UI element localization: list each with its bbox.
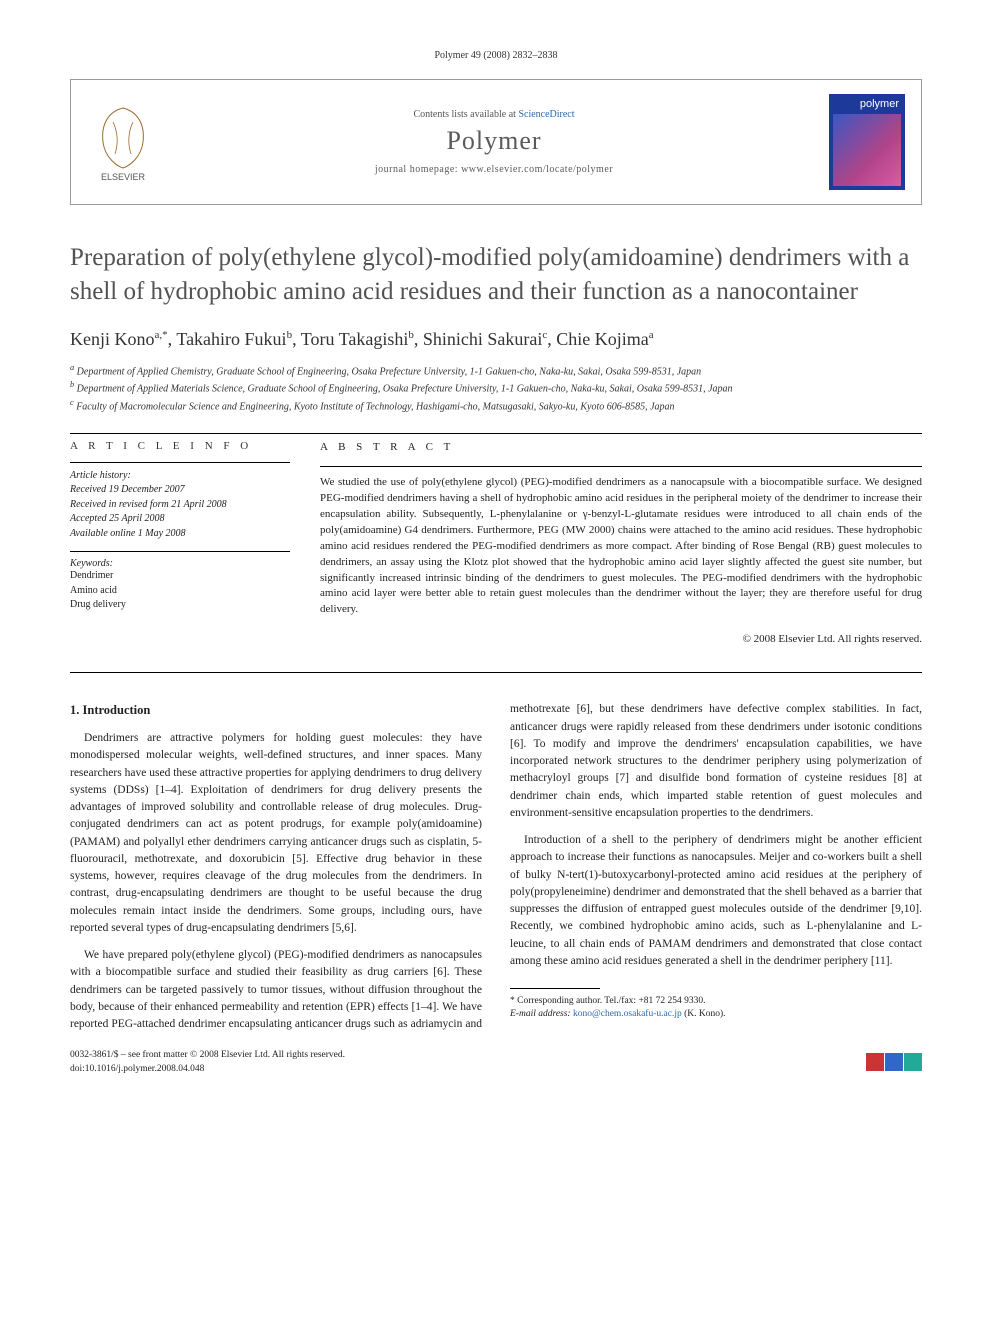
- page-footer: 0032-3861/$ – see front matter © 2008 El…: [70, 1049, 922, 1076]
- contents-available: Contents lists available at ScienceDirec…: [159, 109, 829, 120]
- body-text: 1. Introduction Dendrimers are attractiv…: [70, 701, 922, 1033]
- author: Kenji Konoa,*: [70, 329, 168, 349]
- article-info-label: A R T I C L E I N F O: [70, 440, 290, 452]
- affiliations: a Department of Applied Chemistry, Gradu…: [70, 362, 922, 415]
- homepage-url[interactable]: www.elsevier.com/locate/polymer: [461, 164, 613, 175]
- doi-line: doi:10.1016/j.polymer.2008.04.048: [70, 1063, 345, 1076]
- elsevier-logo: ELSEVIER: [87, 102, 159, 182]
- abstract-copyright: © 2008 Elsevier Ltd. All rights reserved…: [320, 632, 922, 648]
- abstract-label: A B S T R A C T: [320, 440, 922, 456]
- author: Shinichi Sakuraic: [423, 329, 547, 349]
- paragraph: Dendrimers are attractive polymers for h…: [70, 730, 482, 937]
- author: Toru Takagishib: [301, 329, 414, 349]
- corresponding-author: * Corresponding author. Tel./fax: +81 72…: [510, 995, 922, 1022]
- article-title: Preparation of poly(ethylene glycol)-mod…: [70, 241, 922, 309]
- section-heading: 1. Introduction: [70, 701, 482, 720]
- journal-header-box: ELSEVIER Contents lists available at Sci…: [70, 79, 922, 205]
- sciencedirect-link[interactable]: ScienceDirect: [518, 109, 574, 120]
- email-link[interactable]: kono@chem.osakafu-u.ac.jp: [573, 1009, 682, 1019]
- author-list: Kenji Konoa,*, Takahiro Fukuib, Toru Tak…: [70, 329, 922, 350]
- author: Takahiro Fukuib: [176, 329, 292, 349]
- author: Chie Kojimaa: [556, 329, 653, 349]
- abstract-text: We studied the use of poly(ethylene glyc…: [320, 475, 922, 618]
- issn-line: 0032-3861/$ – see front matter © 2008 El…: [70, 1049, 345, 1062]
- svg-text:ELSEVIER: ELSEVIER: [101, 172, 146, 182]
- article-history: Article history: Received 19 December 20…: [70, 469, 290, 542]
- publisher-mark-icon: [866, 1049, 922, 1076]
- journal-cover-thumbnail: polymer: [829, 94, 905, 190]
- running-head: Polymer 49 (2008) 2832–2838: [70, 50, 922, 61]
- journal-homepage: journal homepage: www.elsevier.com/locat…: [159, 164, 829, 175]
- journal-name: Polymer: [159, 126, 829, 156]
- paragraph: Introduction of a shell to the periphery…: [510, 832, 922, 970]
- keywords-block: Keywords: Dendrimer Amino acid Drug deli…: [70, 558, 290, 613]
